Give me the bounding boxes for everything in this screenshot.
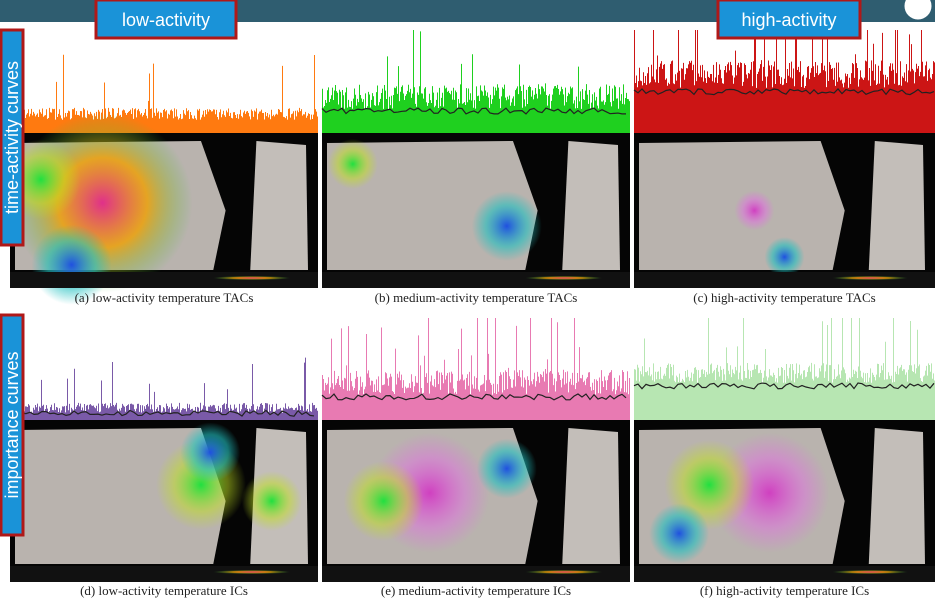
curve-spikes bbox=[635, 318, 935, 420]
land-mass bbox=[869, 141, 925, 270]
caption: (b) medium-activity temperature TACs bbox=[375, 290, 578, 305]
panel: (b) medium-activity temperature TACs bbox=[322, 30, 630, 305]
curve-spikes bbox=[635, 30, 935, 133]
curve-spikes bbox=[323, 318, 630, 420]
panel: (e) medium-activity temperature ICs bbox=[322, 318, 630, 598]
color-blob bbox=[180, 422, 240, 482]
caption: (e) medium-activity temperature ICs bbox=[381, 583, 571, 598]
label-text: high-activity bbox=[741, 10, 836, 30]
slide: (a) low-activity temperature TACs (b) med… bbox=[0, 0, 935, 602]
color-blob bbox=[328, 139, 378, 189]
panel: (c) high-activity temperature TACs bbox=[634, 30, 935, 305]
land-mass bbox=[250, 141, 308, 270]
color-scale bbox=[213, 276, 290, 280]
color-scale bbox=[525, 276, 602, 280]
land-mass bbox=[562, 141, 620, 270]
panel: (a) low-activity temperature TACs bbox=[1, 55, 318, 305]
color-scale bbox=[833, 276, 908, 280]
caption: (f) high-activity temperature ICs bbox=[700, 583, 869, 598]
color-blob bbox=[344, 461, 424, 541]
curve-spikes bbox=[11, 55, 318, 133]
color-blob bbox=[472, 191, 542, 261]
curve-spikes bbox=[11, 358, 318, 420]
panel: (f) high-activity temperature ICs bbox=[634, 318, 935, 598]
slide-canvas: (a) low-activity temperature TACs (b) med… bbox=[0, 0, 935, 602]
color-blob bbox=[477, 439, 537, 499]
land-mass bbox=[869, 428, 925, 564]
row-label-text: time-activity curves bbox=[2, 61, 22, 214]
caption: (a) low-activity temperature TACs bbox=[75, 290, 254, 305]
row-label-text: importance curves bbox=[2, 351, 22, 498]
color-scale bbox=[213, 570, 290, 574]
land-mass bbox=[562, 428, 620, 564]
curve-spikes bbox=[323, 30, 630, 133]
color-blob bbox=[765, 237, 805, 277]
panel: (d) low-activity temperature ICs bbox=[10, 358, 318, 598]
caption: (d) low-activity temperature ICs bbox=[80, 583, 248, 598]
caption: (c) high-activity temperature TACs bbox=[693, 290, 875, 305]
color-scale bbox=[833, 570, 908, 574]
label-text: low-activity bbox=[122, 10, 210, 30]
color-scale bbox=[525, 570, 602, 574]
color-blob bbox=[242, 471, 302, 531]
color-blob bbox=[649, 503, 709, 563]
color-blob bbox=[734, 191, 774, 231]
